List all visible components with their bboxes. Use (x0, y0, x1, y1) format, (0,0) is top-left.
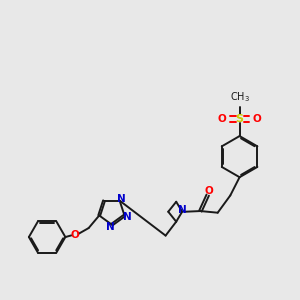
Text: O: O (204, 186, 213, 196)
Text: N: N (117, 194, 125, 204)
Text: O: O (71, 230, 80, 240)
Text: N: N (123, 212, 132, 222)
Text: O: O (253, 114, 261, 124)
Text: N: N (178, 205, 187, 215)
Text: CH$_3$: CH$_3$ (230, 90, 250, 104)
Text: S: S (236, 114, 244, 124)
Text: O: O (218, 114, 227, 124)
Text: N: N (106, 222, 115, 232)
